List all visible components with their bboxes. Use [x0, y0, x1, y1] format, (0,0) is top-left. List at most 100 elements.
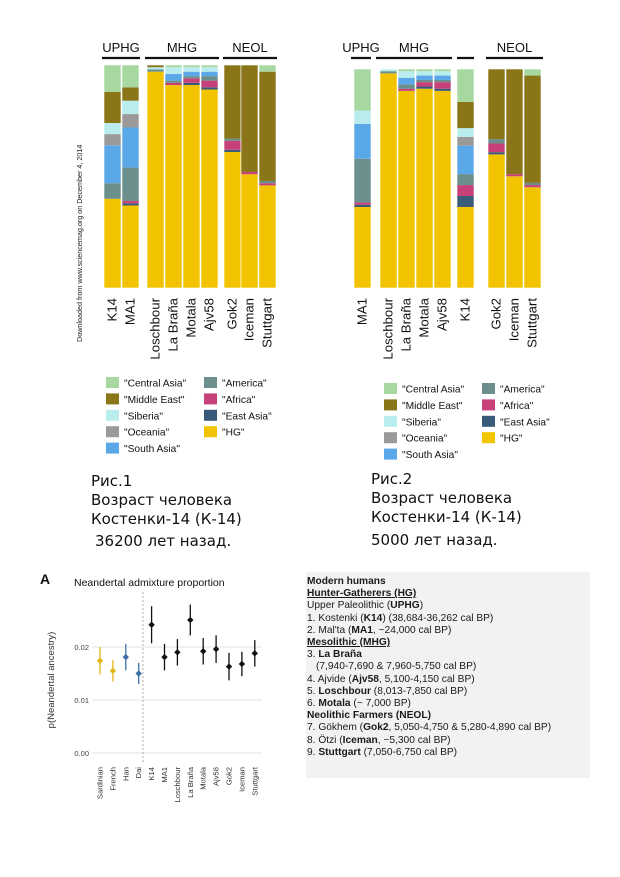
- bar-outline: [379, 68, 398, 289]
- caption2-line1: Рис.2: [371, 470, 413, 488]
- data-point: [148, 621, 155, 628]
- bar-segment-gok2-east-asia: [224, 149, 241, 152]
- data-point: [238, 660, 246, 668]
- bar-segment-loschbour-hg: [380, 73, 397, 288]
- caption1-line2: Возраст человека: [91, 491, 233, 509]
- x-tick-label: Sardinian: [96, 767, 105, 799]
- legend-swatch: [204, 377, 217, 388]
- legend-label: "Africa": [500, 401, 534, 412]
- bar-outline: [164, 64, 183, 289]
- bar-segment-motala-hg: [416, 88, 433, 289]
- info-otzi: 8. Ötzi (Iceman, ~5,300 cal BP): [307, 734, 451, 746]
- caption2-line2: Возраст человека: [371, 489, 513, 507]
- legend-swatch: [106, 409, 119, 421]
- bar-segment-gok2-east-asia: [488, 152, 505, 155]
- sample-tick-label: Loschbour: [381, 297, 396, 359]
- bar-segment-loschbour-siberia: [147, 67, 164, 70]
- bar-segment-k14-middle-east: [104, 91, 121, 123]
- bar-outline: [397, 68, 416, 289]
- bar-segment-loschbour-siberia: [380, 69, 397, 72]
- bar-segment-la-bra-a-central-asia: [398, 69, 415, 72]
- bar-segment-ma1-central-asia: [354, 69, 371, 111]
- neandertal-plot-area: [92, 592, 262, 762]
- x-tick-label: French: [108, 767, 117, 791]
- bar-segment-ma1-america: [354, 158, 371, 203]
- bar-segment-ma1-central-asia: [122, 65, 139, 88]
- bar-segment-ajv58-central-asia: [434, 69, 451, 72]
- bar-segment-stuttgart-central-asia: [524, 69, 541, 76]
- bar-segment-ajv58-hg: [201, 89, 218, 288]
- bar-segment-la-bra-a-hg: [398, 90, 415, 289]
- sample-tick-label: Motala: [417, 297, 432, 337]
- legend-label: "HG": [500, 434, 523, 445]
- sample-tick-label: Loschbour: [148, 297, 163, 359]
- legend-label: "America": [500, 385, 545, 396]
- bar-segment-k14-middle-east: [457, 101, 474, 129]
- legend-label: "Middle East": [402, 401, 463, 412]
- bar-segment-ajv58-south-asia: [201, 71, 218, 77]
- bar-segment-iceman-middle-east: [241, 65, 258, 173]
- bar-segment-k14-africa: [457, 185, 474, 197]
- bar-segment-la-bra-a-america: [398, 84, 415, 89]
- legend-swatch: [482, 383, 495, 394]
- legend-label: "Central Asia": [402, 385, 465, 396]
- bar-outline: [353, 68, 372, 289]
- neandertal-ylabel: p(Neandertal ancestry): [46, 632, 57, 729]
- data-point: [135, 670, 142, 677]
- legend-swatch: [384, 415, 397, 427]
- bar-outline: [146, 64, 165, 289]
- info-labrana-dates: (7,940-7,690 & 7,960-5,750 cal BP): [316, 661, 477, 673]
- x-tick-label: Motala: [199, 766, 208, 790]
- bar-segment-loschbour-middle-east: [147, 65, 164, 68]
- sample-tick-label: La Braña: [399, 297, 414, 351]
- sample-tick-label: Gok2: [225, 298, 240, 330]
- bar-segment-ma1-africa: [122, 201, 139, 204]
- data-point: [212, 645, 220, 653]
- legend-swatch: [204, 426, 217, 438]
- group-label: UPHG: [342, 40, 380, 55]
- bar-segment-loschbour-hg: [147, 71, 164, 288]
- bar-segment-k14-central-asia: [457, 69, 474, 102]
- bar-segment-ma1-siberia: [354, 110, 371, 124]
- legend-label: "East Asia": [222, 411, 272, 422]
- sample-tick-label: La Braña: [166, 297, 181, 351]
- bar-outline: [103, 64, 122, 289]
- x-tick-label: Loschbour: [173, 767, 182, 803]
- bar-segment-motala-siberia: [183, 67, 200, 72]
- sample-tick-label: K14: [458, 298, 473, 321]
- bar-segment-gok2-africa: [224, 140, 241, 150]
- sample-tick-label: K14: [105, 298, 120, 321]
- legend-label: "Oceania": [402, 434, 448, 445]
- bar-segment-la-bra-a-hg: [165, 85, 182, 288]
- admixture-chart-1: UPHG MHG NEOL K14 MA1 Loschbour La Braña Motal…: [102, 40, 277, 360]
- sample-tick-label: Stuttgart: [260, 298, 275, 348]
- info-loschbour: 5. Loschbour (8,013-7,850 cal BP): [307, 685, 468, 697]
- sample-tick-label: Stuttgart: [525, 298, 540, 348]
- bar-segment-stuttgart-hg: [259, 185, 276, 288]
- legend-label: "East Asia": [500, 417, 550, 428]
- bar-segment-k14-central-asia: [104, 65, 121, 92]
- bar-segment-stuttgart-africa: [259, 183, 276, 186]
- bar-segment-gok2-africa: [488, 143, 505, 153]
- sample-tick-label: MA1: [355, 298, 370, 325]
- bar-segment-la-bra-a-siberia: [398, 71, 415, 78]
- caption1-line3: Костенки-14 (К-14): [91, 510, 242, 528]
- bar-outline: [415, 68, 434, 289]
- y-tick-label: 0.01: [74, 696, 89, 705]
- x-tick-label: MA1: [160, 767, 169, 783]
- sample-tick-label: Motala: [184, 297, 199, 337]
- caption2-line4: 5000 лет назад.: [371, 531, 498, 549]
- bar-segment-gok2-america: [224, 138, 241, 141]
- legend-swatch: [106, 426, 119, 438]
- bar-segment-k14-oceania: [104, 134, 121, 146]
- bar-segment-ajv58-america: [201, 76, 218, 81]
- info-ajvide: 4. Ajvide (Ajv58, 5,100-4,150 cal BP): [307, 673, 475, 685]
- bar-segment-iceman-hg: [241, 174, 258, 288]
- data-point: [109, 667, 117, 675]
- bar-segment-ma1-south-asia: [122, 127, 139, 168]
- bar-outline: [433, 68, 452, 289]
- download-note: Downloaded from www.sciencemag.org on De…: [75, 145, 84, 342]
- bar-segment-ma1-siberia: [122, 100, 139, 115]
- bar-segment-la-bra-a-south-asia: [165, 73, 182, 81]
